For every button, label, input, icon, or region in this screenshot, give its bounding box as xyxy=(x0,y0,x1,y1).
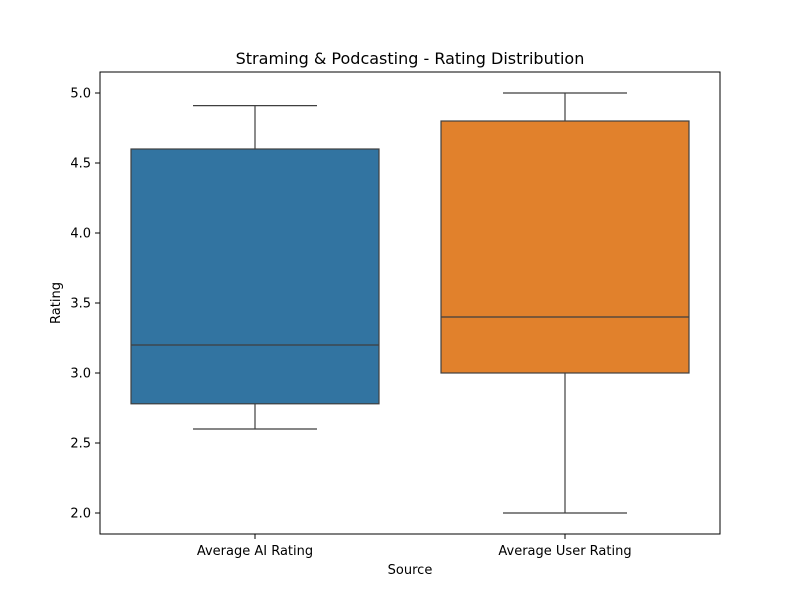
box-ai-rating xyxy=(130,104,380,430)
y-tick-label: 2.5 xyxy=(70,437,91,452)
y-axis: 2.0 2.5 3.0 3.5 4.0 4.5 5.0 xyxy=(70,87,100,522)
y-axis-label: Rating xyxy=(49,282,64,324)
box-user-rating xyxy=(440,92,690,514)
chart-title: Straming & Podcasting - Rating Distribut… xyxy=(236,49,585,68)
y-tick-label: 3.5 xyxy=(70,297,91,312)
x-axis: Average AI Rating Average User Rating xyxy=(197,534,632,559)
y-tick-label: 4.0 xyxy=(70,227,91,242)
y-tick-label: 5.0 xyxy=(70,87,91,102)
iqr-box xyxy=(440,120,690,374)
x-axis-label: Source xyxy=(388,563,433,578)
y-tick-label: 4.5 xyxy=(70,157,91,172)
plot-area xyxy=(130,92,690,514)
iqr-box xyxy=(130,148,380,405)
y-tick-label: 3.0 xyxy=(70,367,91,382)
x-tick-label: Average AI Rating xyxy=(197,544,313,559)
x-tick-label: Average User Rating xyxy=(498,544,631,559)
y-tick-label: 2.0 xyxy=(70,507,91,522)
